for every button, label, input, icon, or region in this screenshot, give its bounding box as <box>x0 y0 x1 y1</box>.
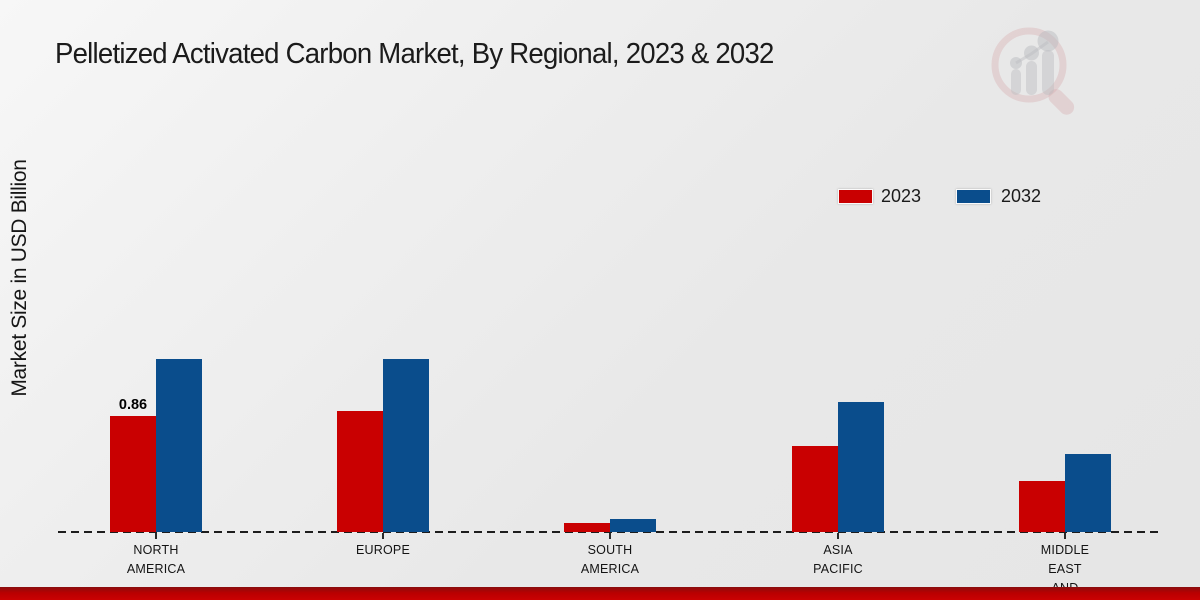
legend-swatch-2032 <box>956 189 991 204</box>
x-axis-tick-asia-pacific <box>837 533 839 539</box>
bar-2023-europe <box>337 411 383 532</box>
x-axis-tick-middle-east-and <box>1064 533 1066 539</box>
bar-2032-europe <box>383 359 429 532</box>
bar-2032-north-america <box>156 359 202 532</box>
chart-title: Pelletized Activated Carbon Market, By R… <box>55 38 774 70</box>
bar-2032-asia-pacific <box>838 402 884 532</box>
x-axis-tick-south-america <box>609 533 611 539</box>
magnifier-bar-chart-logo-icon <box>991 27 1075 115</box>
bar-2023-south-america <box>564 523 610 532</box>
legend-label-2023: 2023 <box>881 186 922 206</box>
x-axis-baseline <box>58 531 1160 533</box>
bar-2023-middle-east-and <box>1019 481 1065 532</box>
category-label-europe: EUROPE <box>356 543 410 557</box>
y-axis-label: Market Size in USD Billion <box>8 159 31 397</box>
bar-2032-middle-east-and <box>1065 454 1111 532</box>
legend: 2023 2032 <box>0 186 1200 208</box>
x-axis-tick-europe <box>382 533 384 539</box>
category-label-asia-pacific: ASIA PACIFIC <box>813 543 863 576</box>
footer-accent-band <box>0 587 1200 600</box>
bar-2032-south-america <box>610 519 656 532</box>
category-label-south-america: SOUTH AMERICA <box>580 543 640 576</box>
legend-label-2032: 2032 <box>1001 186 1042 206</box>
bar-2023-north-america <box>110 416 156 532</box>
category-label-north-america: NORTH AMERICA <box>126 543 186 576</box>
bar-2023-asia-pacific <box>792 446 838 532</box>
data-label-2023-north-america: 0.86 <box>118 397 148 413</box>
x-axis-tick-north-america <box>155 533 157 539</box>
legend-swatch-2023 <box>838 189 873 204</box>
